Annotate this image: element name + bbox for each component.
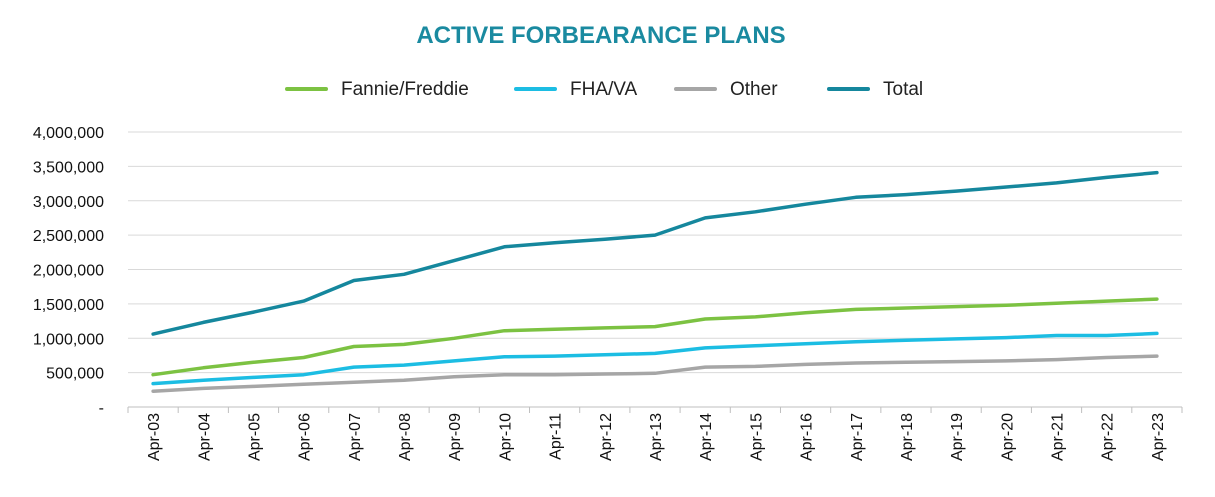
y-tick-label-7: 3,500,000 bbox=[33, 159, 104, 176]
x-tick-label-14: Apr-17 bbox=[849, 413, 866, 461]
series-lines bbox=[151, 170, 1159, 393]
x-tick-label-10: Apr-13 bbox=[648, 413, 665, 461]
legend-label-total: Total bbox=[883, 79, 923, 100]
x-tick-label-0: Apr-03 bbox=[146, 413, 163, 461]
x-tick-label-17: Apr-20 bbox=[999, 413, 1016, 461]
y-tick-label-1: 500,000 bbox=[46, 366, 104, 383]
x-tick-label-19: Apr-22 bbox=[1100, 413, 1117, 461]
series-line-fha-va bbox=[151, 331, 1159, 386]
x-tick-label-13: Apr-16 bbox=[799, 413, 816, 461]
x-tick-label-15: Apr-18 bbox=[899, 413, 916, 461]
y-tick-label-2: 1,000,000 bbox=[33, 331, 104, 348]
y-tick-label-0: - bbox=[99, 400, 104, 417]
x-tick-label-11: Apr-14 bbox=[698, 413, 715, 461]
x-tick-label-20: Apr-23 bbox=[1150, 413, 1167, 461]
y-tick-label-6: 3,000,000 bbox=[33, 194, 104, 211]
series-line-total bbox=[151, 170, 1159, 336]
x-tick-label-7: Apr-10 bbox=[497, 413, 514, 461]
legend-label-other: Other bbox=[730, 79, 778, 100]
x-tick-label-16: Apr-19 bbox=[949, 413, 966, 461]
x-tick-label-3: Apr-06 bbox=[297, 413, 314, 461]
x-tick-label-6: Apr-09 bbox=[447, 413, 464, 461]
x-tick-label-9: Apr-12 bbox=[598, 413, 615, 461]
x-tick-label-5: Apr-08 bbox=[397, 413, 414, 461]
x-tick-label-12: Apr-15 bbox=[748, 413, 765, 461]
gridlines bbox=[128, 131, 1182, 408]
x-axis-ticks: Apr-03 Apr-04 Apr-05 Apr-06 Apr-07 Apr-08 Apr-… bbox=[127, 407, 1183, 461]
y-tick-label-8: 4,000,000 bbox=[33, 125, 104, 142]
x-tick-label-1: Apr-04 bbox=[196, 413, 213, 461]
y-tick-label-4: 2,000,000 bbox=[33, 263, 104, 280]
x-tick-label-2: Apr-05 bbox=[246, 413, 263, 461]
series-line-fannie-freddie bbox=[151, 297, 1159, 377]
x-tick-label-8: Apr-11 bbox=[548, 413, 565, 460]
y-tick-label-3: 1,500,000 bbox=[33, 297, 104, 314]
x-tick-label-4: Apr-07 bbox=[347, 413, 364, 461]
legend-label-fha-va: FHA/VA bbox=[570, 79, 638, 100]
legend: Fannie/Freddie FHA/VA Other Total bbox=[285, 79, 923, 100]
x-tick-label-18: Apr-21 bbox=[1050, 413, 1067, 461]
y-axis-ticks: - 500,000 1,000,000 1,500,000 2,000,000 2,500… bbox=[33, 125, 104, 417]
y-tick-label-5: 2,500,000 bbox=[33, 228, 104, 245]
chart-title: ACTIVE FORBEARANCE PLANS bbox=[416, 22, 785, 49]
legend-label-fannie-freddie: Fannie/Freddie bbox=[341, 79, 469, 100]
series-line-other bbox=[151, 354, 1159, 393]
